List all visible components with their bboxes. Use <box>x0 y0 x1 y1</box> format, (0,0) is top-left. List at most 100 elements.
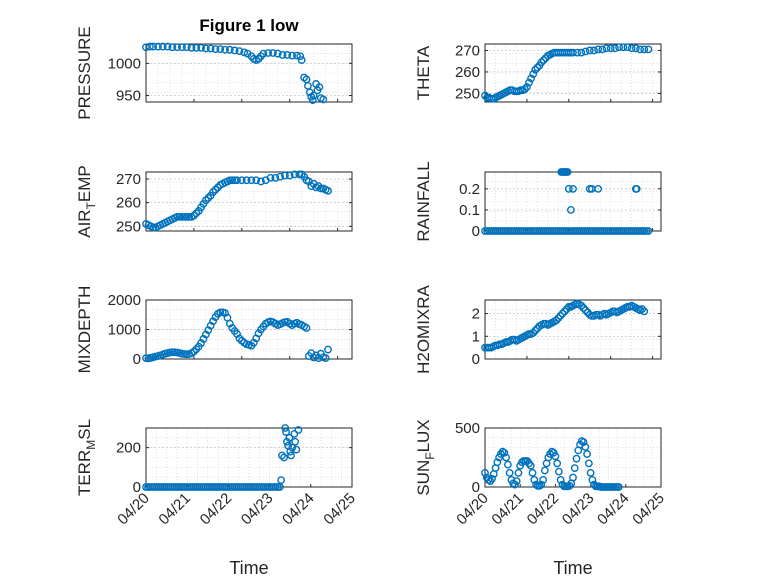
air_temp-point <box>204 194 213 202</box>
air_temp-point <box>228 176 237 185</box>
terr_msl-point <box>294 426 303 434</box>
rainfall-axes: 0 0.1 0.2 RAINFALL <box>414 161 662 242</box>
mixdepth-point <box>254 329 263 338</box>
pressure-point <box>235 47 244 55</box>
air_temp-point <box>201 196 210 205</box>
theta-point <box>577 48 586 57</box>
pressure-point <box>296 52 305 61</box>
h2omixra-point <box>556 311 565 320</box>
sun_flux-point <box>551 452 560 461</box>
terr_msl-point <box>292 445 301 454</box>
terr_msl-point <box>288 443 297 452</box>
sun_flux-point <box>555 467 563 476</box>
theta-point <box>573 48 582 57</box>
terr_msl-point <box>291 437 300 446</box>
theta-point <box>619 43 628 52</box>
terr_msl-point <box>280 453 288 462</box>
theta-point <box>481 91 489 100</box>
air_temp-point <box>266 173 275 182</box>
y-tick-label: 2 <box>472 306 480 323</box>
rainfall-point <box>564 184 573 193</box>
sun_flux-axes: 050004/2004/2104/2204/2304/2404/25TimeSU… <box>414 419 668 578</box>
theta-point <box>525 78 533 87</box>
theta-point <box>537 58 546 67</box>
rainfall-point <box>632 184 641 193</box>
sun_flux-point <box>526 461 535 470</box>
pressure-point <box>319 95 328 104</box>
terr_msl-point <box>290 429 299 438</box>
y-axis-label: TERRMSL <box>75 419 98 496</box>
pressure-point <box>288 51 297 60</box>
h2omixra-axes: 0 1 2 H2OMIXRA <box>414 284 662 374</box>
theta-point <box>606 44 615 53</box>
y-axis-label: AIRTEMP <box>75 165 98 238</box>
sun_flux-point <box>614 483 623 491</box>
air_temp-point <box>185 212 194 221</box>
sun_flux-point <box>493 458 502 467</box>
air_temp-point <box>180 212 189 221</box>
air_temp-point <box>242 176 251 185</box>
rainfall-point <box>594 184 603 193</box>
air_temp-point <box>281 171 289 180</box>
sun_flux-point <box>570 464 579 473</box>
axes-box <box>145 43 353 103</box>
air_temp-point <box>192 209 201 218</box>
terr_msl-point <box>287 451 295 460</box>
y-tick-label: 0.2 <box>459 181 480 198</box>
x-tick-label: 04/23 <box>238 490 277 529</box>
pressure-point <box>197 43 205 52</box>
sun_flux-point <box>556 476 565 484</box>
x-tick-label: 04/25 <box>320 490 359 529</box>
theta-point <box>520 85 529 94</box>
h2omixra-point <box>638 305 647 313</box>
sun_flux-point <box>584 459 593 468</box>
axes-box <box>484 43 662 103</box>
theta-point <box>529 70 538 78</box>
x-tick-label: 04/24 <box>279 490 318 529</box>
sun_flux-point <box>500 448 509 457</box>
pressure-point <box>173 43 182 52</box>
pressure-axes: 950 1000 PRESSURE <box>75 26 353 120</box>
x-axis-label: Time <box>553 558 592 578</box>
theta-point <box>585 46 594 55</box>
theta-point <box>611 44 619 53</box>
theta-point <box>581 47 590 56</box>
pressure-point <box>221 45 229 54</box>
theta-point <box>602 44 611 53</box>
theta-point <box>640 45 649 54</box>
mixdepth-point <box>235 334 244 343</box>
sun_flux-point <box>581 442 590 451</box>
mixdepth-axes: 0 1000 2000 MIXDEPTH <box>75 286 353 373</box>
axes-box <box>145 171 353 232</box>
pressure-point <box>142 43 150 52</box>
y-tick-label: 260 <box>455 64 480 81</box>
mixdepth-point <box>321 354 330 363</box>
figure-title: Figure 1 low <box>199 16 299 35</box>
y-tick-label: 1000 <box>108 322 141 339</box>
air_temp-point <box>209 188 217 196</box>
x-tick-label: 04/24 <box>594 490 633 529</box>
mixdepth-point <box>168 348 177 357</box>
pressure-point <box>163 42 172 51</box>
pressure-point <box>187 43 196 52</box>
pressure-point <box>273 49 282 58</box>
pressure-point <box>145 42 154 51</box>
air_temp-point <box>276 172 285 181</box>
x-tick-label: 04/25 <box>629 490 668 529</box>
sun_flux-point <box>579 438 588 447</box>
theta-point <box>527 74 535 83</box>
y-tick-label: 270 <box>116 171 141 188</box>
h2omixra-point <box>554 314 563 323</box>
sun_flux-point <box>530 476 539 484</box>
air_temp-point <box>149 223 158 232</box>
y-axis-label: RAINFALL <box>414 161 433 241</box>
y-axis-label: H2OMIXRA <box>414 284 433 373</box>
h2omixra-point <box>579 304 588 312</box>
mixdepth-point <box>324 345 332 354</box>
air_temp-point <box>211 185 220 194</box>
pressure-point <box>309 91 318 100</box>
axes-box <box>145 427 353 488</box>
sun_flux-point <box>572 454 581 463</box>
axes-box <box>484 299 662 360</box>
